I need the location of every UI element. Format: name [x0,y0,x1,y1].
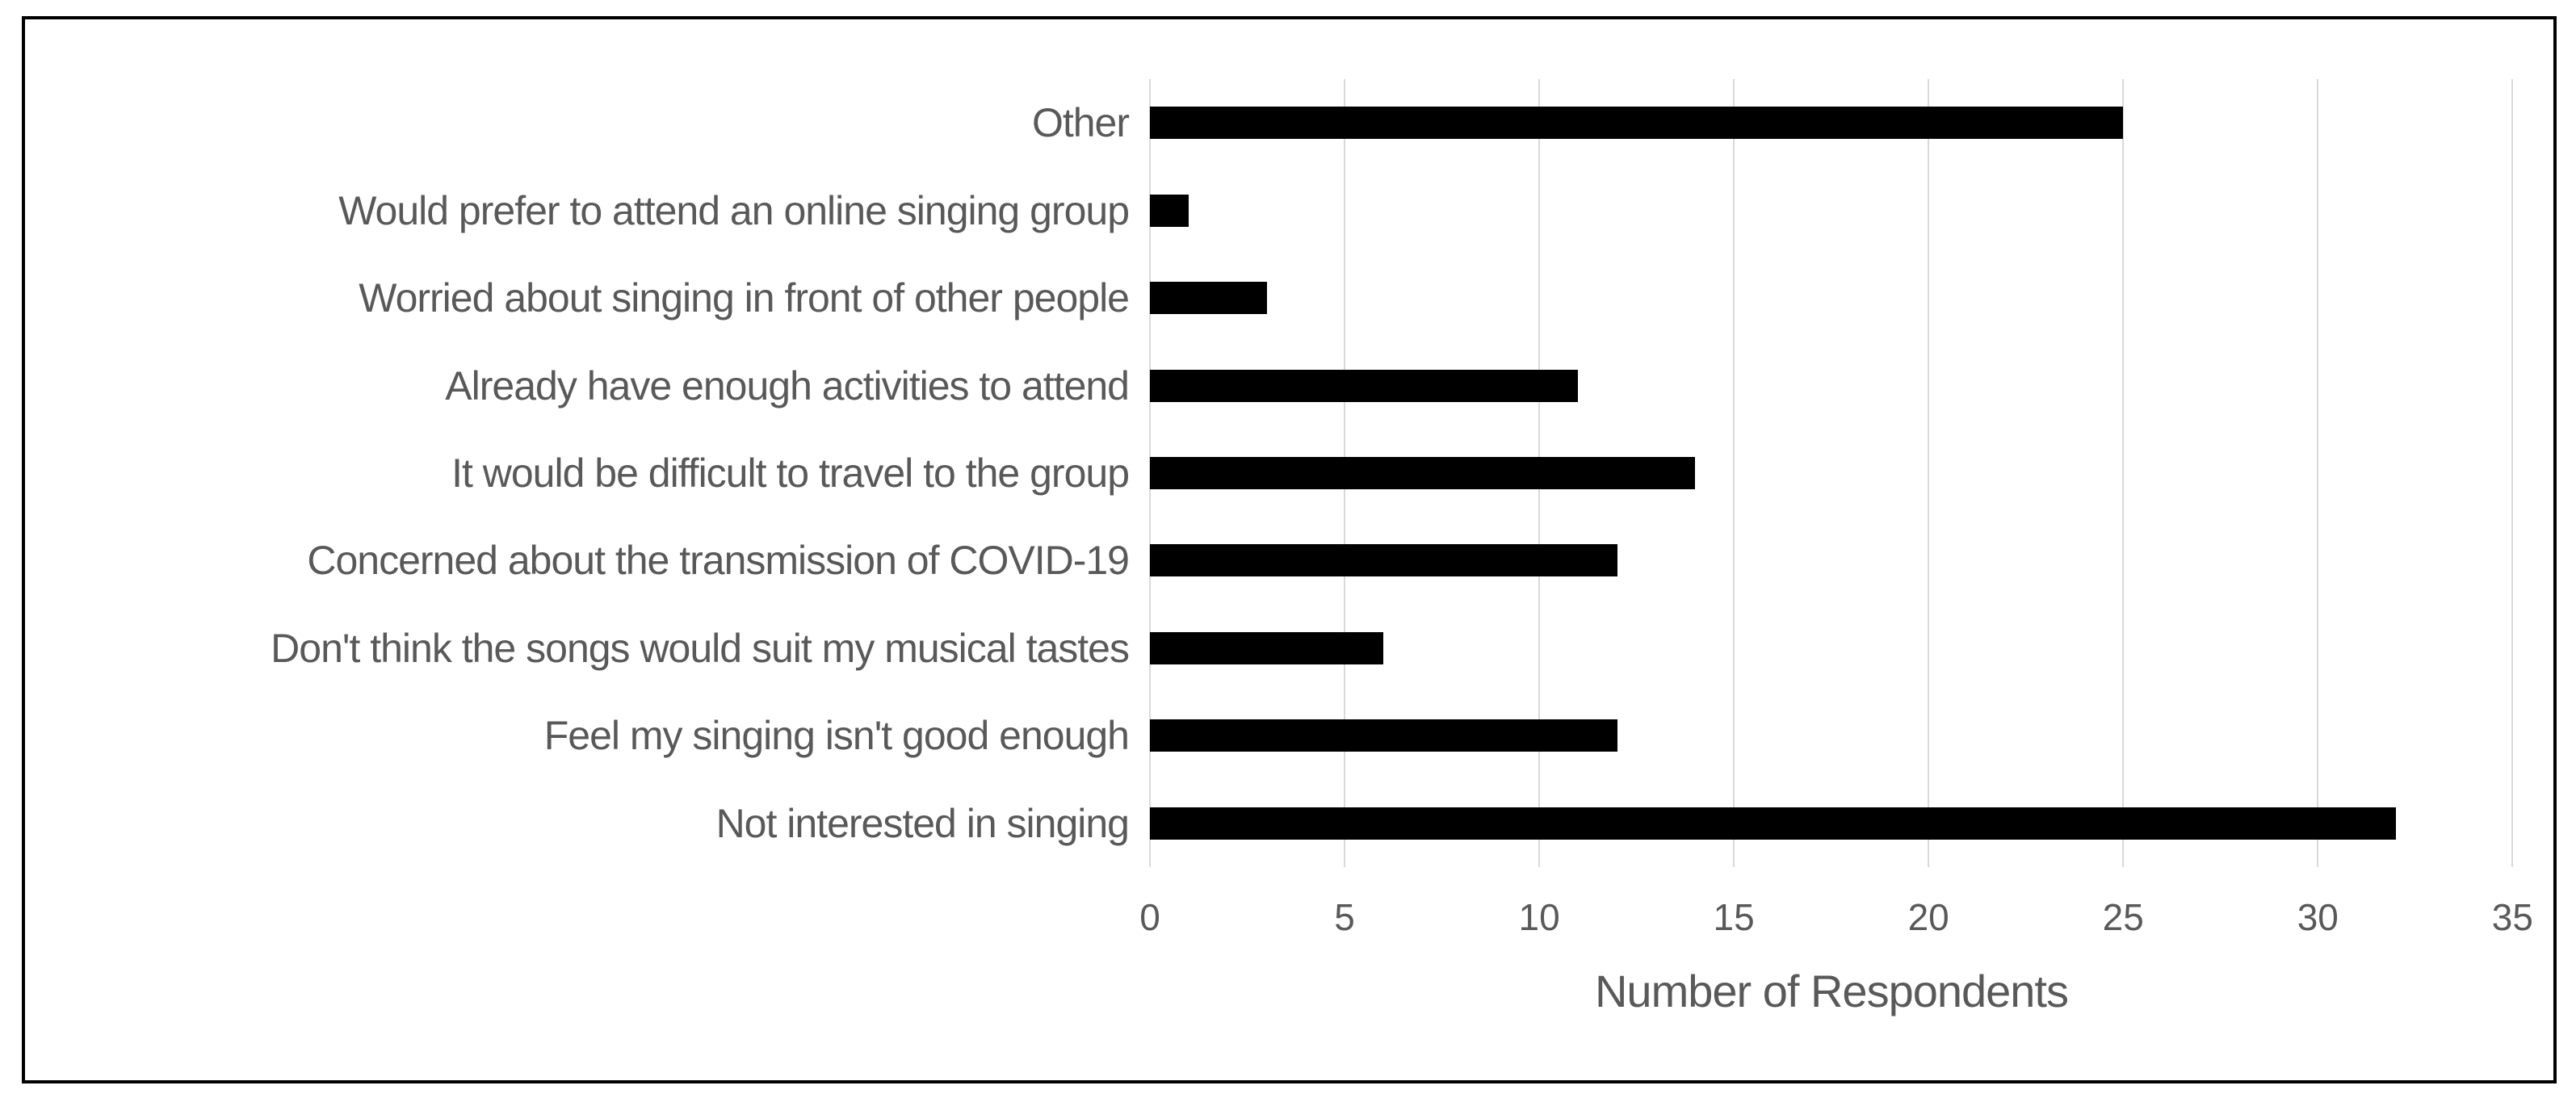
chart-frame [22,16,2557,1083]
x-axis-title: Number of Respondents [1594,966,2069,1016]
